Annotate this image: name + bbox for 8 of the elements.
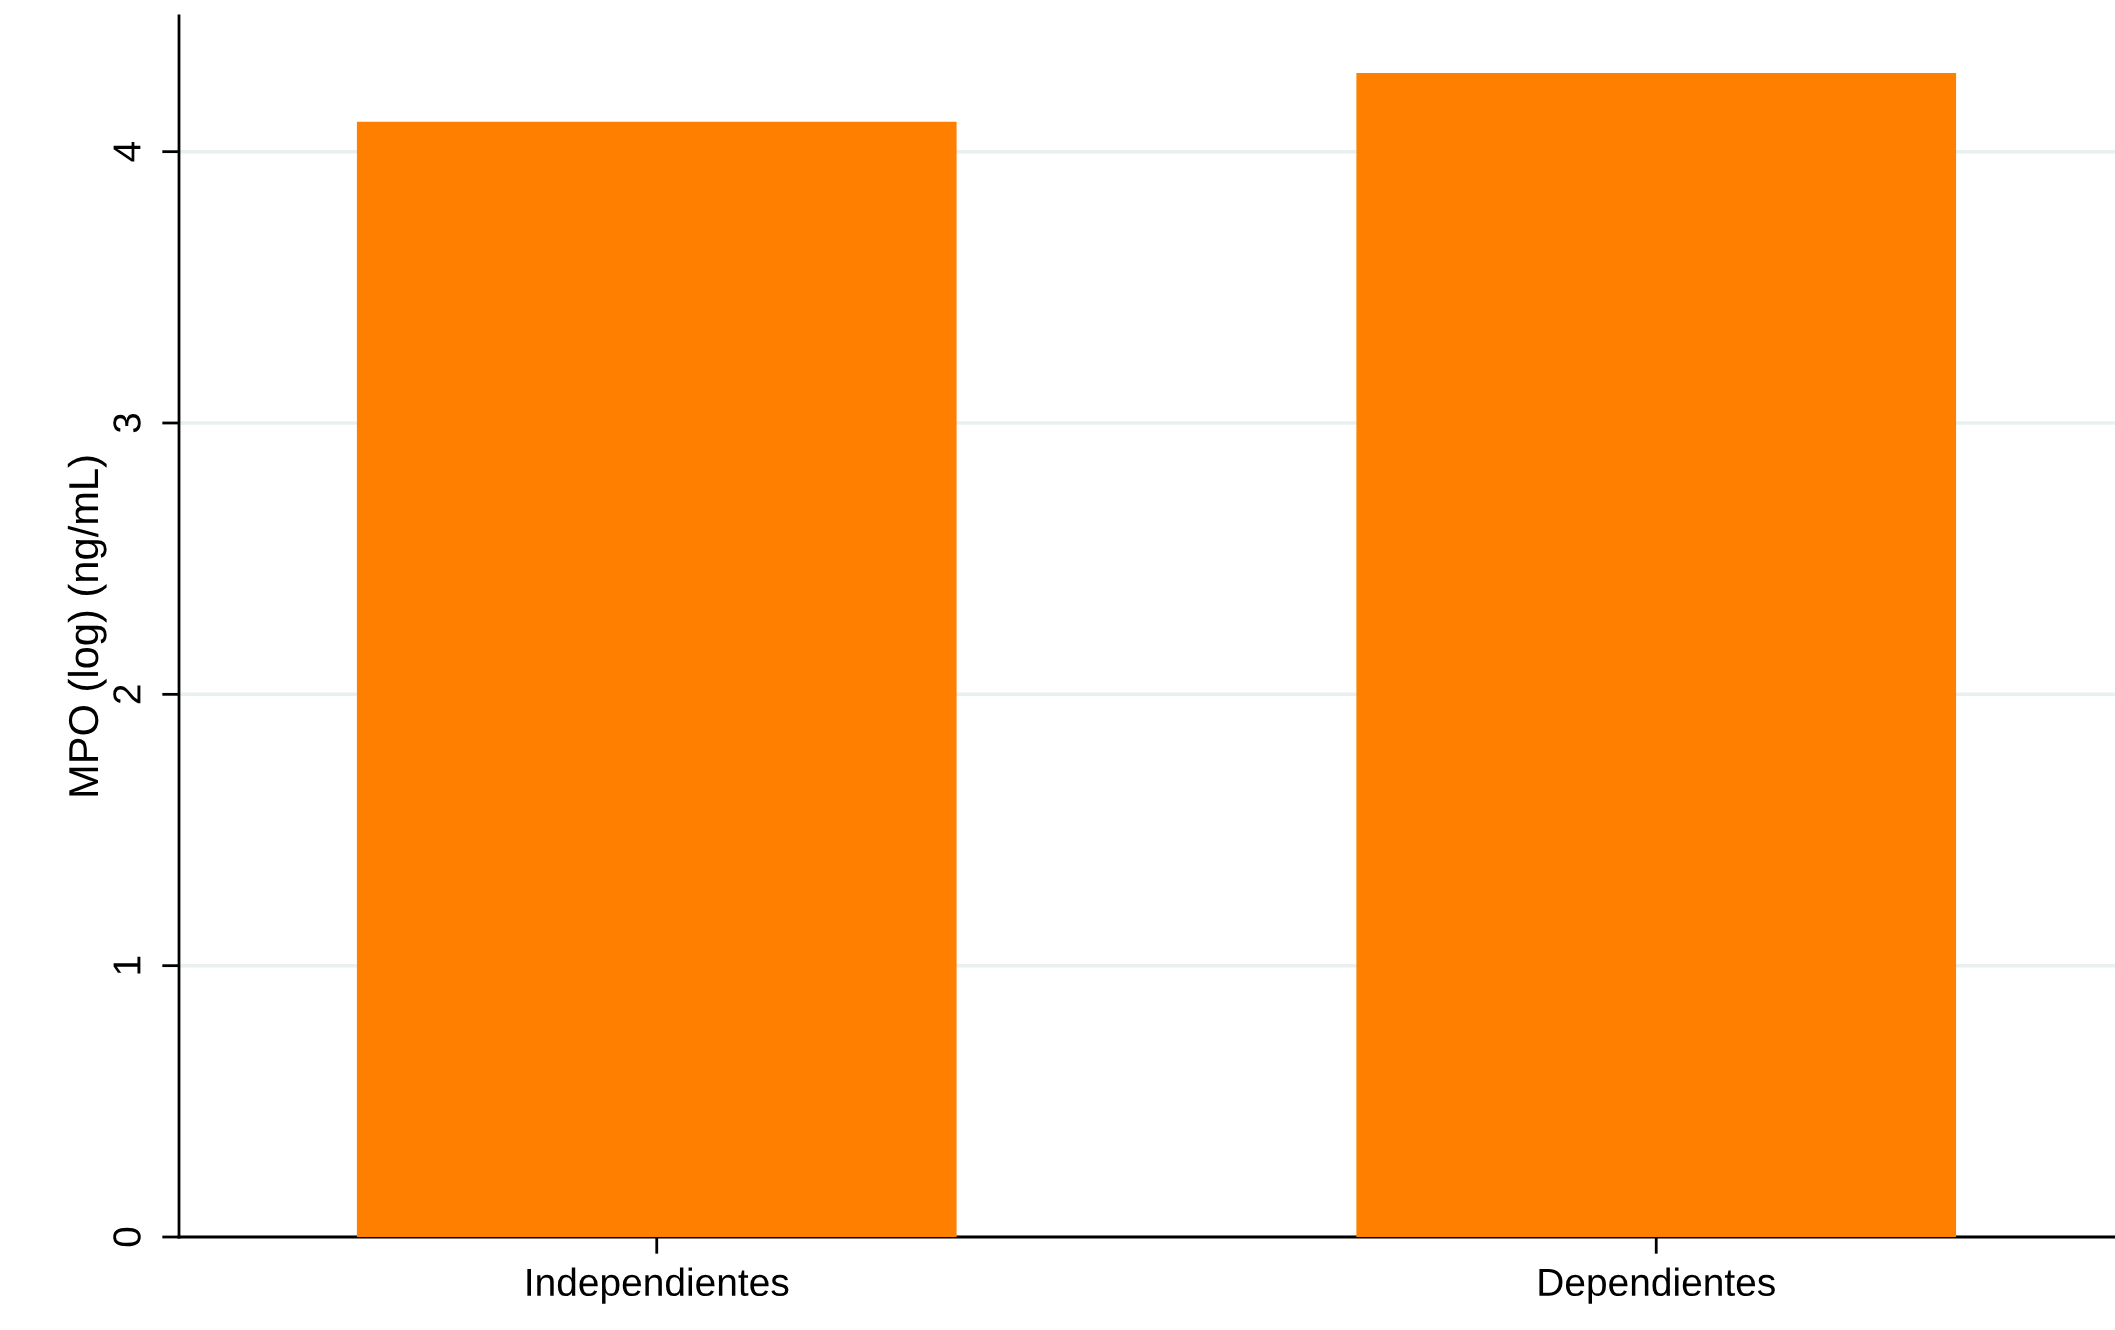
y-tick-label: 0 bbox=[113, 1227, 141, 1247]
x-tick-label: Independientes bbox=[527, 1267, 789, 1304]
y-axis-title: MPO (log) (ng/mL) bbox=[67, 456, 107, 796]
x-tick-label: Dependientes bbox=[1539, 1267, 1775, 1304]
y-tick-label: 3 bbox=[113, 413, 141, 433]
y-tick-label: 4 bbox=[113, 141, 141, 162]
y-tick-label: 1 bbox=[113, 956, 141, 974]
y-tick-label: 2 bbox=[113, 685, 141, 704]
